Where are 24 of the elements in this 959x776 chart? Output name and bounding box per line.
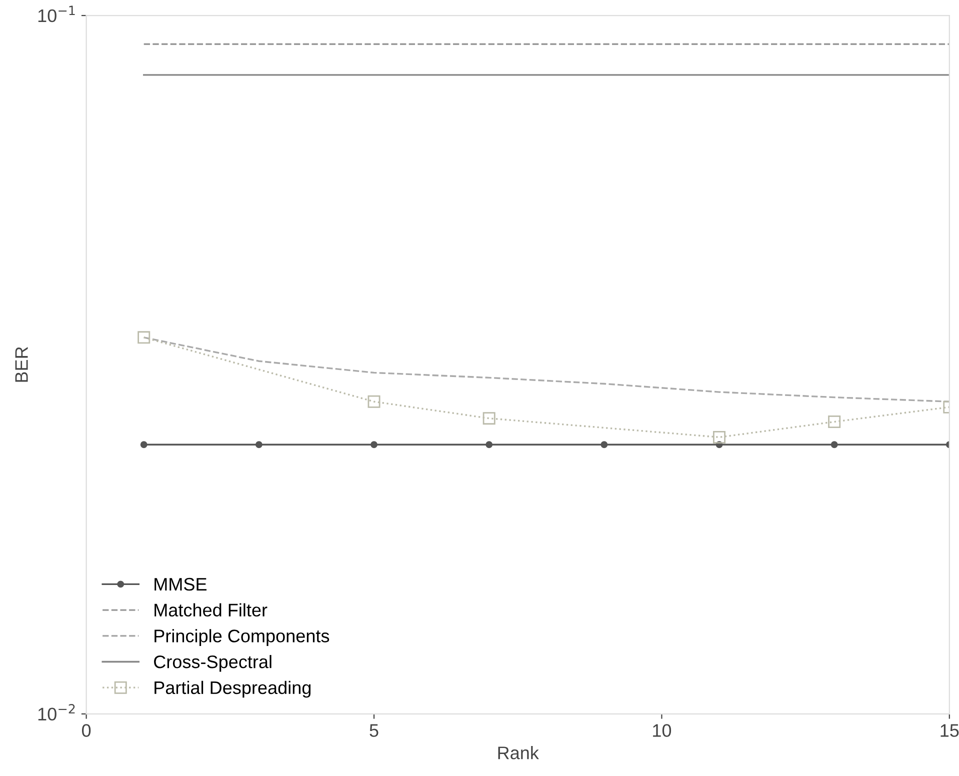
- legend-label: MMSE: [154, 578, 207, 591]
- point: [255, 441, 262, 448]
- legend-label: Matched Filter: [154, 603, 268, 617]
- point: [140, 441, 148, 448]
- legend-label: Partial Despreading: [154, 680, 311, 698]
- point: [486, 441, 493, 448]
- point: [370, 441, 378, 448]
- y-axis-title: BER: [15, 346, 28, 382]
- x-axis-title: Rank: [498, 746, 539, 760]
- x-tick-label: 10: [653, 724, 672, 737]
- point: [482, 412, 496, 425]
- point: [368, 395, 380, 408]
- legend-label: Cross-Spectral: [154, 654, 272, 672]
- y-tick-label: 10$^{−1}$: [38, 6, 75, 22]
- legend-label: Principle Components: [154, 629, 330, 646]
- point: [138, 331, 150, 344]
- point: [600, 441, 608, 448]
- point: [830, 441, 838, 448]
- x-tick-label: 0: [82, 724, 91, 737]
- point: [713, 430, 726, 444]
- y-tick-label: 10$^{−2}$: [38, 704, 75, 720]
- x-tick-label: 15: [940, 724, 959, 737]
- x-tick-label: 5: [370, 724, 378, 737]
- point: [828, 416, 841, 428]
